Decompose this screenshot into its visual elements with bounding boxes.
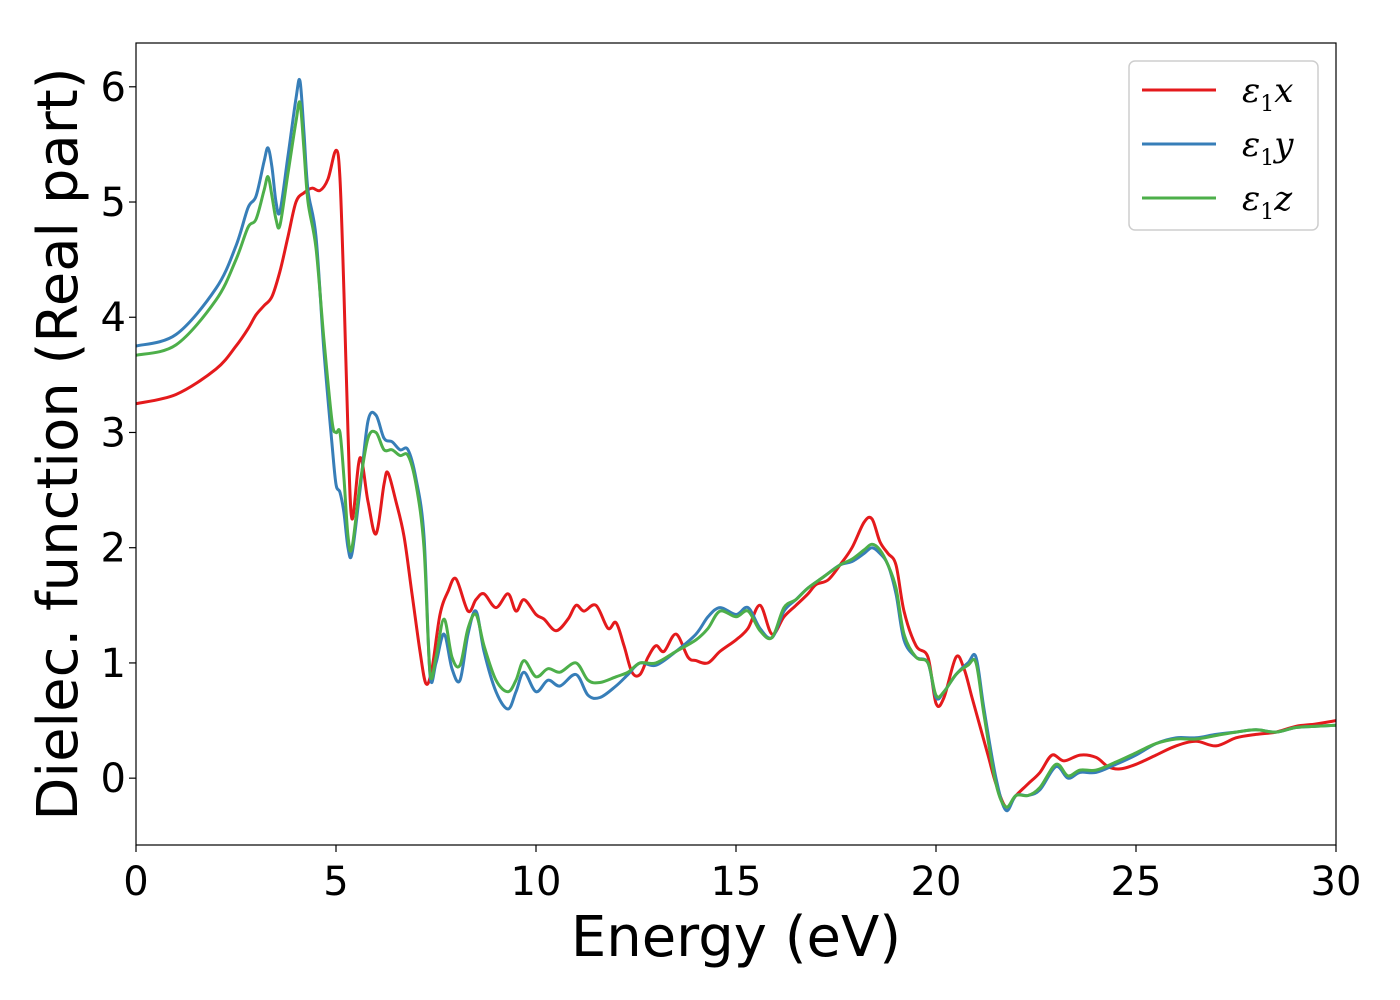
x-tick-label: 20 [911,859,962,905]
x-tick-label: 30 [1311,859,1362,905]
y-tick-label: 5 [101,180,126,226]
y-tick-label: 1 [101,641,126,687]
series-line-z [135,100,1337,809]
y-axis-ticks: 0 1 2 3 4 5 6 [101,65,136,802]
y-tick-label: 3 [101,410,126,456]
x-axis-ticks: 0 5 10 15 20 25 30 [123,845,1361,905]
legend: ε1x ε1y ε1z [1128,60,1319,231]
series-line-x [135,148,1337,809]
legend-box [1128,60,1319,231]
y-tick-label: 4 [101,295,126,341]
y-tick-label: 2 [101,526,126,572]
y-tick-label: 6 [101,65,126,111]
x-tick-label: 5 [323,859,348,905]
x-tick-label: 0 [123,859,148,905]
x-tick-label: 25 [1111,859,1162,905]
series-layer [135,78,1337,813]
legend-label-z: ε1z [1242,179,1293,225]
legend-label-x: ε1x [1242,71,1293,117]
y-tick-label: 0 [101,756,126,802]
x-tick-label: 10 [511,859,562,905]
legend-label-y: ε1y [1242,125,1294,171]
x-axis-title: Energy (eV) [571,905,901,970]
x-tick-label: 15 [711,859,762,905]
y-axis-title: Dielec. function (Real part) [26,67,91,820]
